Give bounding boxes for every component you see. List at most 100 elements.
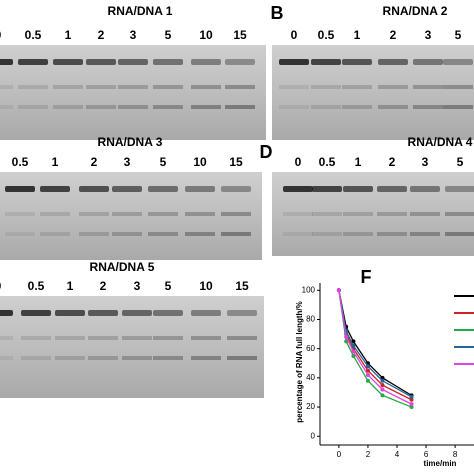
y-tick-label: 60 — [306, 344, 315, 353]
data-point — [409, 402, 414, 407]
lane-label: 5 — [160, 155, 167, 169]
gel-band — [311, 105, 341, 109]
gel-band — [55, 310, 85, 316]
gel-band — [225, 59, 255, 65]
gel-band — [153, 356, 183, 360]
gel-band — [112, 186, 142, 192]
y-tick-label: 20 — [306, 402, 315, 411]
lane-label: 2 — [98, 28, 105, 42]
gel-band — [191, 105, 221, 109]
lane-label: 2 — [100, 279, 107, 293]
gel-band — [342, 105, 372, 109]
lane-label: 0.5 — [318, 28, 335, 42]
lane-label: 15 — [233, 28, 247, 42]
gel-band — [445, 212, 474, 216]
y-tick-label: 100 — [302, 285, 316, 294]
x-tick-label: 4 — [395, 450, 400, 459]
gel-band — [413, 105, 443, 109]
gel-band — [312, 232, 342, 236]
lane-label: 2 — [91, 155, 98, 169]
lane-label: 0.5 — [28, 279, 45, 293]
data-point — [351, 349, 356, 354]
gel-band — [53, 85, 83, 89]
gel-band — [5, 186, 35, 192]
gel-band — [148, 212, 178, 216]
gel-band — [153, 59, 183, 65]
lane-label: 3 — [124, 155, 131, 169]
gel-band — [191, 59, 221, 65]
gel-band — [86, 85, 116, 89]
data-point — [336, 288, 341, 293]
data-point — [365, 368, 370, 373]
gel-band — [88, 310, 118, 316]
gel-band — [79, 212, 109, 216]
gel-band — [55, 336, 85, 340]
gel-band — [185, 186, 215, 192]
x-tick-label: 0 — [337, 450, 342, 459]
gel-band — [279, 59, 309, 65]
gel-band — [21, 336, 51, 340]
gel-band — [122, 356, 152, 360]
data-point — [380, 383, 385, 388]
gel-band — [5, 232, 35, 236]
gel-band — [122, 336, 152, 340]
panel-title: RNA/DNA 2 — [383, 4, 448, 18]
gel-band — [112, 212, 142, 216]
gel-band — [227, 336, 257, 340]
gel-band — [312, 212, 342, 216]
gel-band — [153, 105, 183, 109]
lane-label: 3 — [130, 28, 137, 42]
data-point — [380, 393, 385, 398]
gel-band — [342, 59, 372, 65]
gel-band — [40, 232, 70, 236]
gel-band — [445, 186, 474, 192]
lane-label: 15 — [229, 155, 243, 169]
lane-label: 0 — [291, 28, 298, 42]
data-point — [365, 364, 370, 369]
gel-band — [148, 186, 178, 192]
gel-band — [112, 232, 142, 236]
data-point — [409, 394, 414, 399]
x-tick-label: 6 — [424, 450, 429, 459]
data-point — [409, 405, 414, 410]
lane-label: 1 — [355, 155, 362, 169]
gel-band — [153, 310, 183, 316]
lane-label: 5 — [457, 155, 464, 169]
gel-band — [118, 105, 148, 109]
data-point — [409, 397, 414, 402]
gel-band — [118, 85, 148, 89]
gel-band — [410, 212, 440, 216]
panel-letter: B — [271, 3, 284, 23]
gel-band — [153, 85, 183, 89]
gel-band — [53, 105, 83, 109]
panel-title: RNA/DNA 3 — [98, 135, 163, 149]
data-point — [351, 343, 356, 348]
gel-band — [122, 310, 152, 316]
gel-band — [18, 59, 48, 65]
data-point — [351, 353, 356, 358]
lane-label: 1 — [52, 155, 59, 169]
gel-band — [18, 105, 48, 109]
gel-band — [311, 85, 341, 89]
gel-band — [378, 85, 408, 89]
lane-label: 10 — [199, 28, 213, 42]
gel-band — [191, 85, 221, 89]
gel-band — [279, 105, 309, 109]
y-tick-label: 40 — [306, 373, 315, 382]
lane-label: 10 — [193, 155, 207, 169]
lane-label: 5 — [455, 28, 462, 42]
gel-band — [0, 310, 13, 316]
gel-band — [191, 336, 221, 340]
gel-band — [0, 105, 13, 109]
data-point — [365, 372, 370, 377]
lane-label: 0 — [295, 155, 302, 169]
gel-band — [185, 212, 215, 216]
lane-label: 3 — [422, 155, 429, 169]
gel-band — [283, 232, 313, 236]
lane-label: 0.5 — [25, 28, 42, 42]
lane-label: 10 — [199, 279, 213, 293]
gel-band — [221, 212, 251, 216]
gel-band — [40, 212, 70, 216]
gel-band — [443, 105, 473, 109]
x-tick-label: 8 — [453, 450, 458, 459]
